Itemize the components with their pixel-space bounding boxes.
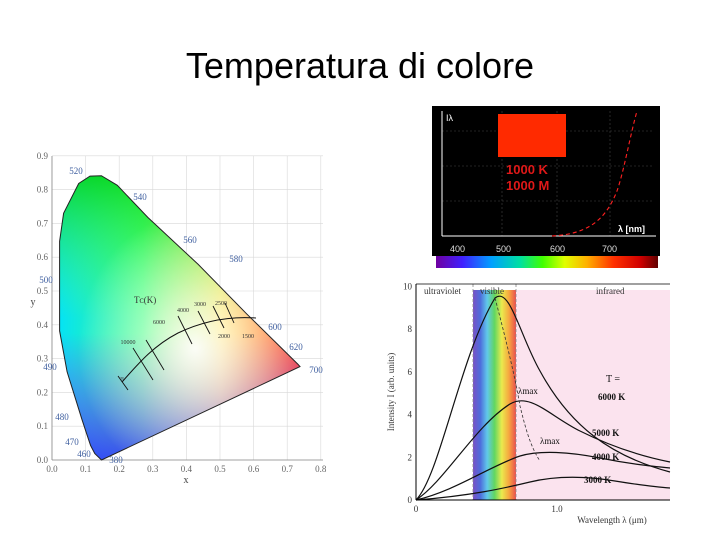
cie-y-tick: 0.0 [37, 455, 49, 465]
cie-y-tick: 0.4 [37, 320, 49, 330]
curve-label: 4000 K [592, 452, 619, 462]
blackbody-mode: 1000 M [506, 178, 549, 193]
cie-x-tick: 0.5 [214, 464, 226, 474]
temperature-label: 2000 [218, 334, 230, 340]
curve-label: 3000 K [584, 475, 611, 485]
lambda-max-label: λmax [518, 386, 538, 396]
wavelength-label: 580 [229, 254, 243, 264]
blackbody-y-label: Iλ [446, 113, 454, 123]
wavelength-label: 500 [39, 275, 53, 285]
planck-y-tick: 0 [408, 495, 413, 505]
color-swatch [498, 114, 566, 157]
cie-y-label: y [31, 297, 36, 308]
wavelength-label: 380 [109, 455, 123, 465]
wavelength-label: 540 [133, 192, 147, 202]
planckian-label: Tᴄ(K) [134, 295, 156, 305]
infrared-region [516, 290, 670, 500]
cie-x-tick: 0.3 [147, 464, 159, 474]
region-infrared: infrared [596, 286, 625, 296]
tick-600: 600 [550, 244, 565, 254]
cie-gamut [59, 175, 300, 460]
cie-y-tick: 0.6 [37, 252, 49, 262]
planck-y-tick: 6 [408, 367, 413, 377]
cie-y-tick: 0.3 [37, 354, 49, 364]
cie-x-tick: 0.8 [315, 464, 327, 474]
region-ultraviolet: ultraviolet [424, 286, 461, 296]
tick-400: 400 [450, 244, 465, 254]
temperature-label: 1500 [242, 334, 254, 340]
cie-x-label: x [184, 475, 189, 486]
cie-y-tick: 0.1 [37, 421, 48, 431]
temperature-label: 6000 [153, 320, 165, 326]
temperature-label: 2500 [215, 301, 227, 307]
wavelength-label: 490 [43, 362, 57, 372]
planck-y-tick: 4 [408, 410, 413, 420]
blackbody-x-label: λ [nm] [618, 224, 645, 234]
wien-displacement-line [494, 297, 541, 462]
tick-700: 700 [602, 244, 617, 254]
isotemperature-lines [117, 302, 235, 391]
planck-radiation-chart: 0 2 4 6 8 10 0 1.0 Wavelength λ (μm) Intensity I … [380, 276, 674, 530]
slide-title: Temperatura di colore [185, 45, 535, 86]
wavelength-label: 620 [289, 342, 303, 352]
tick-500: 500 [496, 244, 511, 254]
wavelength-label: 600 [268, 322, 282, 332]
planck-curves [415, 295, 671, 501]
planck-y-label: Intensity I (arb. units) [386, 353, 396, 431]
planckian-locus [121, 317, 257, 383]
temperature-label: 10000 [121, 340, 136, 346]
temperature-equals-label: T = [606, 374, 620, 385]
cie-x-tick: 0.4 [181, 464, 193, 474]
temperature-label: ∞ [120, 376, 124, 382]
spectral-locus [59, 175, 301, 461]
curve-label: 6000 K [598, 392, 625, 402]
cie-y-tick: 0.2 [37, 387, 48, 397]
wavelength-label: 700 [309, 365, 323, 375]
cie-x-tick: 0.1 [80, 464, 91, 474]
visible-band [473, 290, 516, 500]
cie-chromaticity-diagram: 0.0 0.1 0.2 0.3 0.4 0.5 0.6 0.7 0.8 0.0 0.1 0.2 0.3 0… [28, 148, 328, 488]
blackbody-curve [551, 110, 638, 237]
planck-x-label: Wavelength λ (μm) [577, 515, 646, 525]
wavelength-label: 560 [183, 235, 197, 245]
cie-y-tick: 0.7 [37, 218, 49, 228]
lambda-max-label: λmax [540, 436, 560, 446]
planck-y-tick: 2 [408, 452, 413, 462]
wavelength-label: 460 [77, 449, 91, 459]
planck-y-tick: 10 [403, 282, 413, 292]
temperature-label: 3000 [194, 302, 206, 308]
blackbody-panel: Iλ 1000 K 1000 M λ [nm] 400 500 600 700 [432, 106, 660, 271]
temperature-label: 4000 [177, 308, 189, 314]
curve-label: 5000 K [592, 428, 619, 438]
cie-x-tick: 0.0 [46, 464, 58, 474]
planck-y-tick: 8 [408, 324, 413, 334]
visible-spectrum-bar [436, 256, 658, 268]
wavelength-label: 520 [69, 166, 83, 176]
cie-x-tick: 0.6 [248, 464, 260, 474]
cie-x-tick: 0.2 [114, 464, 125, 474]
planck-x-tick: 1.0 [551, 504, 563, 514]
cie-y-tick: 0.8 [37, 185, 49, 195]
region-visible: visible [480, 286, 504, 296]
cie-x-tick: 0.7 [282, 464, 294, 474]
blackbody-temperature: 1000 K [506, 162, 549, 177]
wavelength-label: 470 [65, 437, 79, 447]
planck-x-tick: 0 [414, 504, 419, 514]
cie-y-tick: 0.9 [37, 151, 49, 161]
wavelength-label: 480 [55, 412, 69, 422]
cie-y-tick: 0.5 [37, 286, 49, 296]
